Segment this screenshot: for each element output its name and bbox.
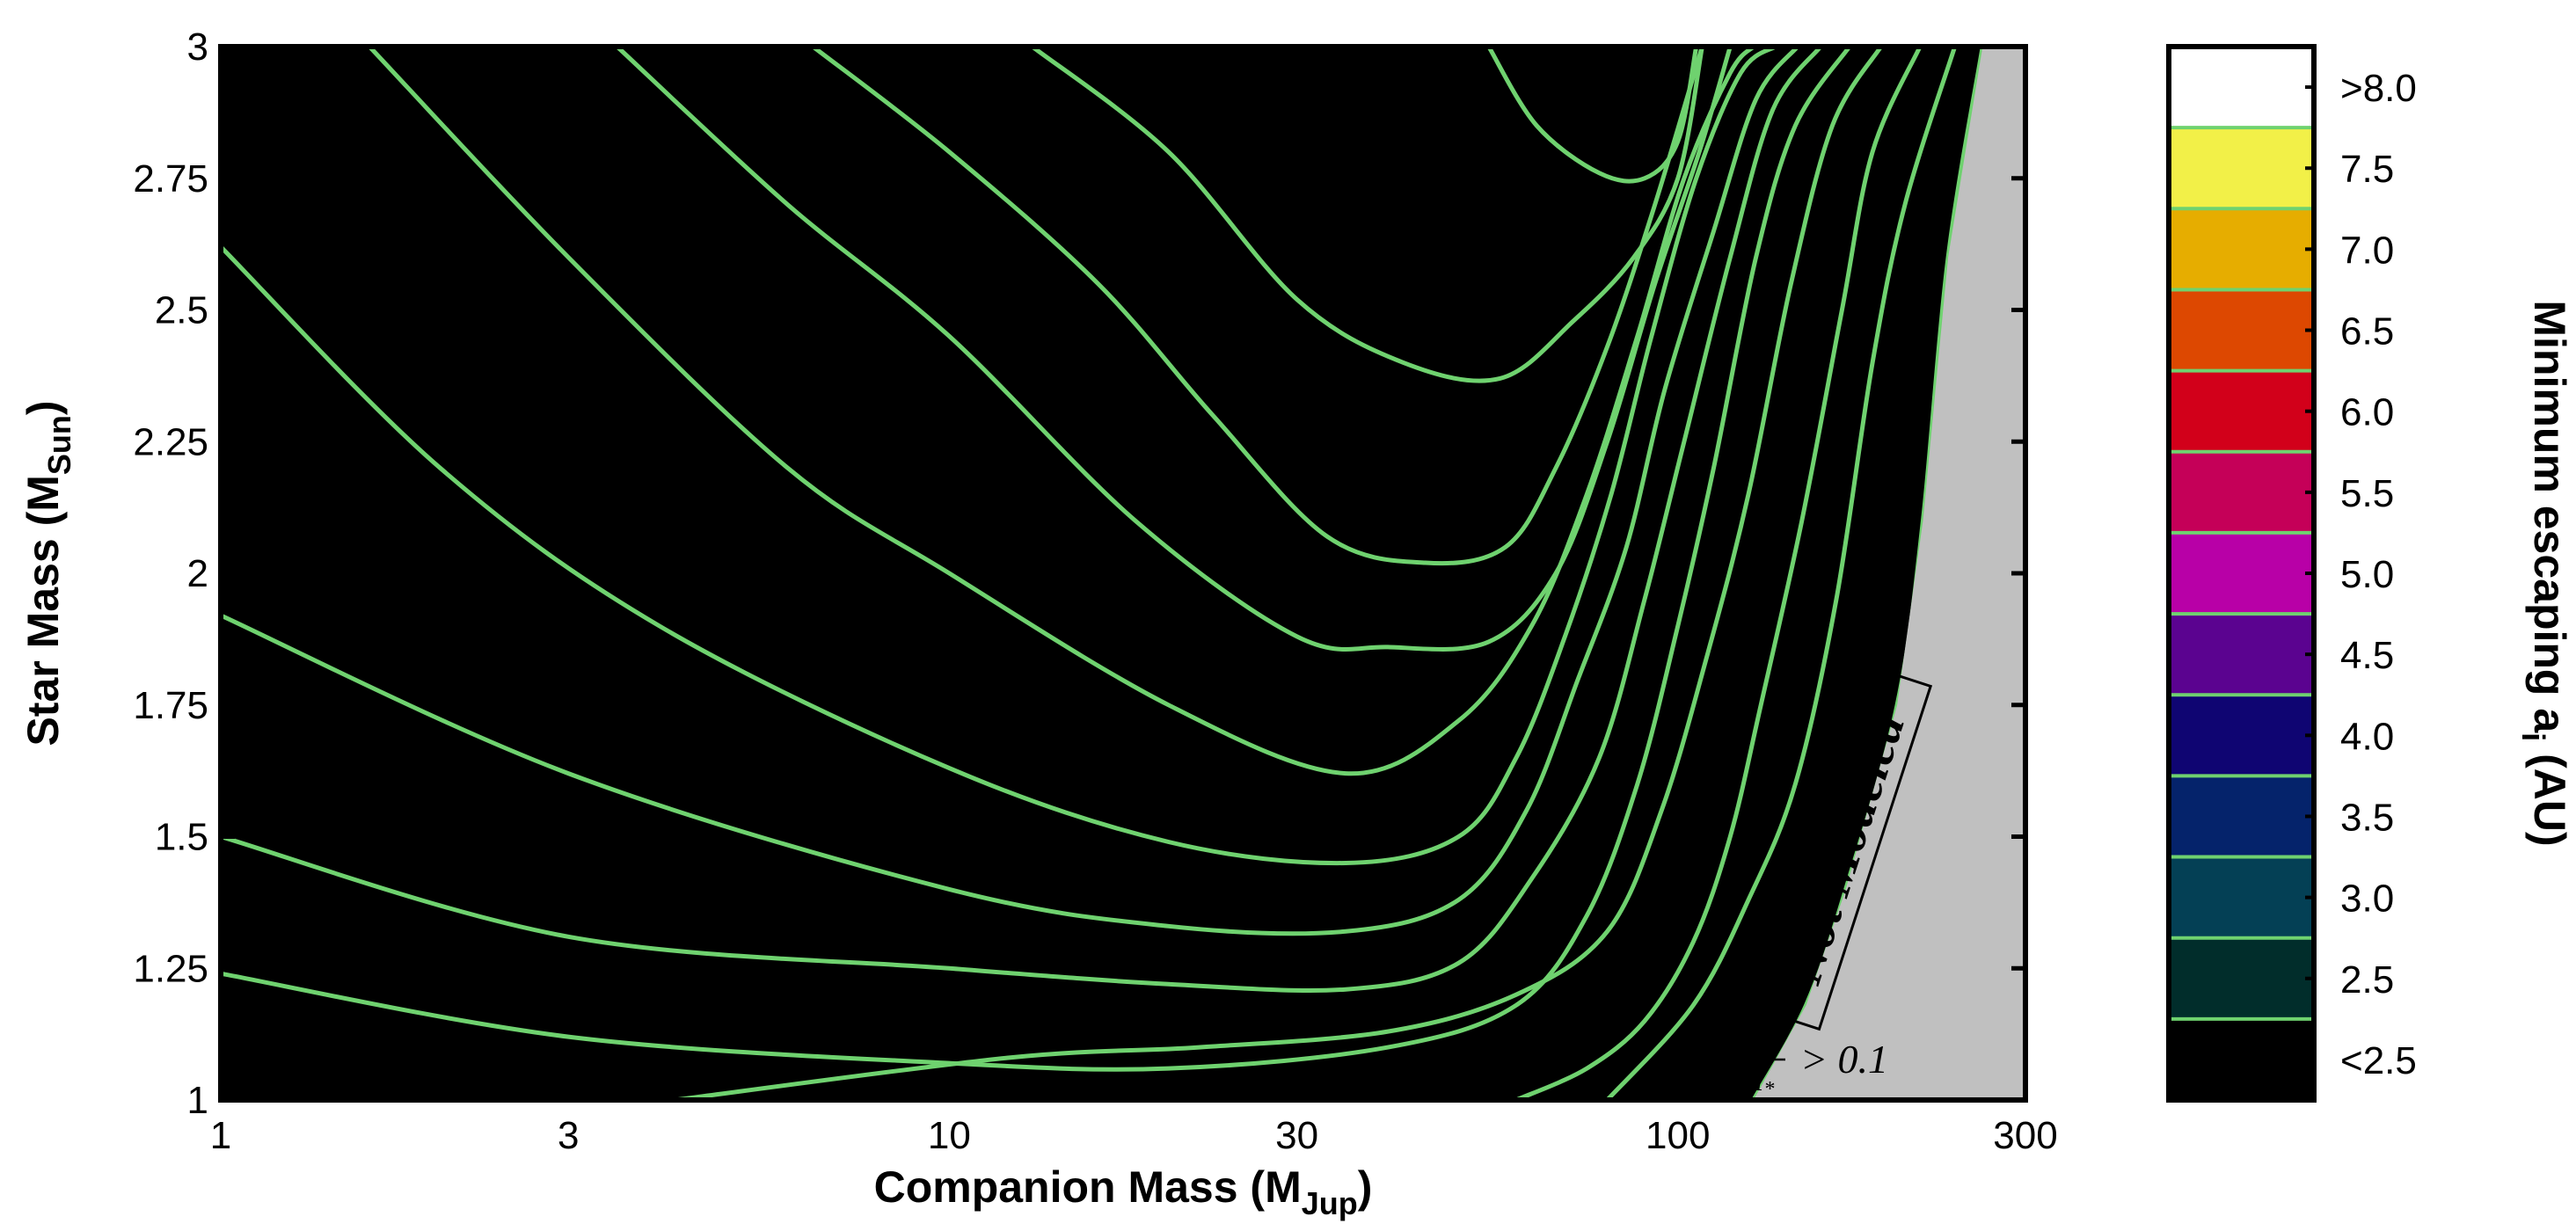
colorbar-swatch: [2169, 451, 2314, 533]
ratio-numerator: Mc: [1738, 1024, 1773, 1060]
y-tick-label: 1.5: [155, 816, 208, 859]
contour-line-6.5: [368, 47, 1755, 776]
x-tick-label: 10: [928, 1114, 971, 1157]
contour-line-3: [1605, 47, 1958, 1100]
colorbar-swatch: [2169, 370, 2314, 452]
colorbar-label: 4.0: [2340, 715, 2394, 758]
y-tick-label: 1: [187, 1079, 208, 1122]
mass-ratio-annotation: Mc M* > 0.1: [1733, 1024, 1888, 1101]
contour-line-7.5: [811, 47, 1704, 566]
colorbar-swatch: [2169, 47, 2314, 128]
colorbar-label: >8.0: [2340, 67, 2417, 110]
not-modeled-region: [1753, 47, 2025, 1100]
x-tick-label: 30: [1275, 1114, 1318, 1157]
ratio-threshold: > 0.1: [1800, 1037, 1888, 1082]
colorbar-label: 2.5: [2340, 958, 2394, 1002]
y-tick-label: 1.75: [133, 684, 208, 727]
axis-ticks: 1 3 10 30 100 300 1 1.25 1.5 1.75 2 2.25 2.5 2.75 3: [133, 25, 2057, 1157]
x-tick-label: 100: [1646, 1114, 1710, 1157]
contour-line-6: [221, 47, 1777, 866]
band-0: [221, 47, 1983, 1100]
colorbar-label: 5.0: [2340, 553, 2394, 596]
x-tick-label: 300: [1993, 1114, 2057, 1157]
contour-line-4.5: [221, 47, 1851, 1072]
x-tick-label: 1: [210, 1114, 231, 1157]
contour-line-7: [616, 47, 1733, 652]
not-modeled-box: [1757, 665, 1933, 1031]
colorbar-swatch: [2169, 208, 2314, 290]
y-axis-title: Star Mass (MSun): [18, 400, 77, 746]
contour-line-8.5: [1486, 47, 1699, 184]
contour-line-4: [674, 47, 1883, 1100]
colorbar-label: 7.0: [2340, 229, 2394, 272]
contour-lines: [221, 47, 1985, 1100]
colorbar-label: 4.5: [2340, 634, 2394, 677]
colorbar-label: 3.5: [2340, 796, 2394, 839]
colorbar-label: 5.5: [2340, 472, 2394, 515]
y-tick-label: 1.25: [133, 947, 208, 990]
contour-bands: [221, 47, 2025, 1100]
colorbar-swatch: [2169, 289, 2314, 371]
plot-area: [221, 47, 2025, 1100]
colorbar-swatch: [2169, 614, 2314, 696]
colorbar-label: <2.5: [2340, 1039, 2417, 1082]
colorbar-swatch: [2169, 532, 2314, 615]
contour-line-5: [221, 47, 1822, 993]
y-tick-label: 2: [187, 552, 208, 595]
colorbar-labels: <2.5 2.5 3.0 3.5 4.0 4.5 5.0 5.5 6.0 6.5 7.0 7.5 >8.…: [2340, 67, 2417, 1082]
ratio-denominator: M*: [1738, 1065, 1774, 1101]
colorbar-label: 6.5: [2340, 310, 2394, 353]
colorbar-frame: [2166, 44, 2317, 1103]
colorbar-swatch: [2169, 776, 2314, 857]
colorbar-title: Minimum escaping ai (AU): [2515, 300, 2574, 846]
x-axis-title: Companion Mass (MJup): [874, 1162, 1373, 1221]
colorbar-swatch: [2169, 695, 2314, 776]
colorbar-swatch: [2169, 127, 2314, 209]
colorbar-label: 6.0: [2340, 391, 2394, 434]
y-tick-label: 2.5: [155, 289, 208, 332]
colorbar-swatch: [2169, 1018, 2314, 1100]
colorbar-swatch: [2169, 937, 2314, 1019]
colorbar-swatch: [2169, 856, 2314, 938]
contour-line-5.5: [221, 47, 1799, 936]
colorbar-label: 3.0: [2340, 878, 2394, 921]
contour-line-3.5: [1514, 47, 1923, 1100]
contour-line-8: [1031, 47, 1704, 383]
y-tick-label: 2.75: [133, 157, 208, 200]
y-tick-label: 2.25: [133, 420, 208, 463]
x-tick-label: 3: [558, 1114, 579, 1157]
colorbar: [2169, 47, 2314, 1100]
colorbar-label: 7.5: [2340, 148, 2394, 191]
y-tick-label: 3: [187, 25, 208, 69]
